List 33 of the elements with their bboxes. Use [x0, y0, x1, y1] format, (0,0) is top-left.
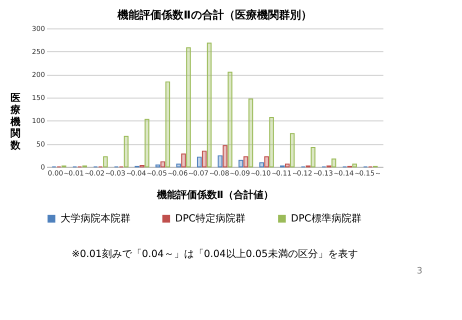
bar — [310, 147, 316, 168]
bar — [181, 153, 186, 168]
bar — [243, 156, 248, 168]
text: 3 — [416, 266, 422, 277]
bar — [352, 164, 357, 168]
bar — [264, 156, 269, 168]
bar — [103, 156, 108, 168]
bar — [206, 42, 212, 168]
bar — [124, 136, 129, 168]
legend-label: DPC特定病院群 — [175, 212, 246, 225]
bar — [331, 158, 336, 168]
bar — [228, 72, 232, 168]
bar — [160, 161, 166, 168]
bar — [218, 155, 222, 168]
text: ※0.01刻みで「0.04～」は「0.04以上0.05未満の区分」を表す — [72, 248, 358, 260]
bar — [165, 81, 170, 168]
bar — [238, 160, 244, 168]
bar — [176, 164, 181, 168]
bar — [202, 150, 207, 168]
bar — [269, 116, 274, 168]
bar — [222, 145, 228, 168]
legend-label: DPC標準病院群 — [290, 212, 362, 225]
bar — [284, 164, 290, 168]
bar — [248, 98, 254, 168]
bar — [196, 156, 202, 168]
legend-label: 大学病院本院群 — [60, 212, 130, 225]
bar — [144, 118, 150, 168]
x-axis-title: 機能評価係数Ⅱ（合計値） — [156, 189, 274, 202]
bar — [290, 133, 295, 168]
y-axis-title: 医療機関数 — [9, 92, 22, 152]
chart-title: 機能評価係数Ⅱの合計（医療機関群別） — [116, 8, 312, 22]
bar — [259, 162, 264, 168]
bar — [186, 47, 191, 168]
